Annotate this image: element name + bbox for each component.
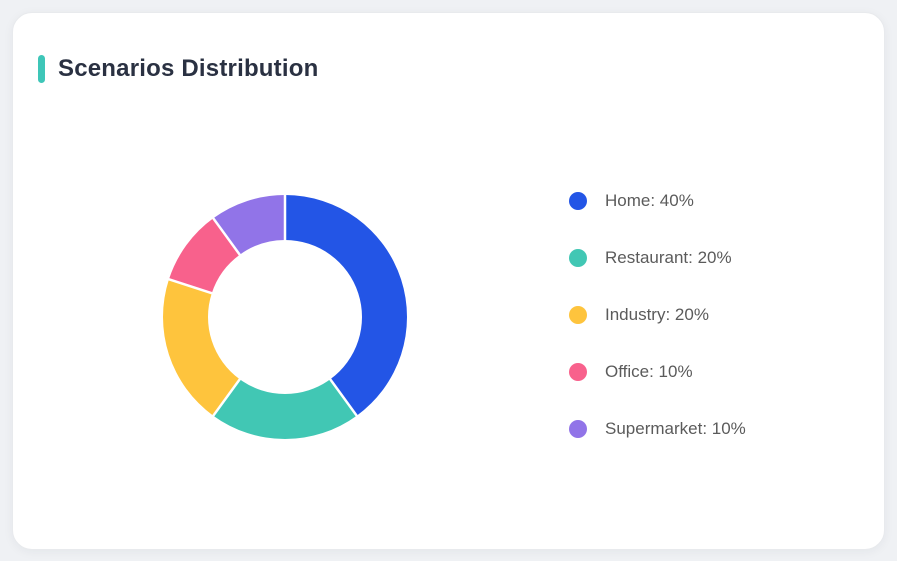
donut-slice-home[interactable] bbox=[285, 195, 407, 416]
legend-dot-supermarket bbox=[569, 420, 587, 438]
donut-slice-industry[interactable] bbox=[163, 279, 240, 416]
legend-dot-restaurant bbox=[569, 249, 587, 267]
legend-item-restaurant[interactable]: Restaurant: 20% bbox=[569, 247, 746, 269]
donut-slice-office[interactable] bbox=[168, 218, 240, 294]
donut-slice-supermarket[interactable] bbox=[213, 195, 285, 255]
legend-item-supermarket[interactable]: Supermarket: 10% bbox=[569, 418, 746, 440]
legend-label-restaurant: Restaurant: 20% bbox=[605, 248, 732, 267]
legend-label-supermarket: Supermarket: 10% bbox=[605, 419, 746, 438]
legend-item-industry[interactable]: Industry: 20% bbox=[569, 304, 746, 326]
legend-label-home: Home: 40% bbox=[605, 191, 694, 210]
legend-label-industry: Industry: 20% bbox=[605, 305, 709, 324]
title-accent-bar bbox=[38, 55, 45, 83]
legend-dot-industry bbox=[569, 306, 587, 324]
card-header: Scenarios Distribution bbox=[38, 55, 318, 83]
donut-chart-svg bbox=[163, 193, 407, 439]
chart-legend: Home: 40% Restaurant: 20% Industry: 20% Off… bbox=[569, 190, 746, 475]
donut-slice-restaurant[interactable] bbox=[213, 379, 357, 439]
slice-gap-line bbox=[211, 215, 242, 258]
slice-gap-line bbox=[328, 376, 359, 419]
legend-dot-home bbox=[569, 192, 587, 210]
donut-chart bbox=[155, 187, 415, 447]
scenarios-distribution-card: Scenarios Distribution Home: 40% Restaura… bbox=[12, 12, 885, 550]
legend-item-home[interactable]: Home: 40% bbox=[569, 190, 746, 212]
legend-item-office[interactable]: Office: 10% bbox=[569, 361, 746, 383]
slice-gap-line bbox=[166, 277, 215, 296]
legend-label-office: Office: 10% bbox=[605, 362, 693, 381]
card-title: Scenarios Distribution bbox=[58, 55, 319, 82]
slice-gap-line bbox=[211, 376, 242, 419]
legend-dot-office bbox=[569, 363, 587, 381]
